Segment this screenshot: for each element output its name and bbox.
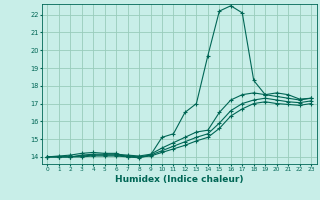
X-axis label: Humidex (Indice chaleur): Humidex (Indice chaleur) [115,175,244,184]
